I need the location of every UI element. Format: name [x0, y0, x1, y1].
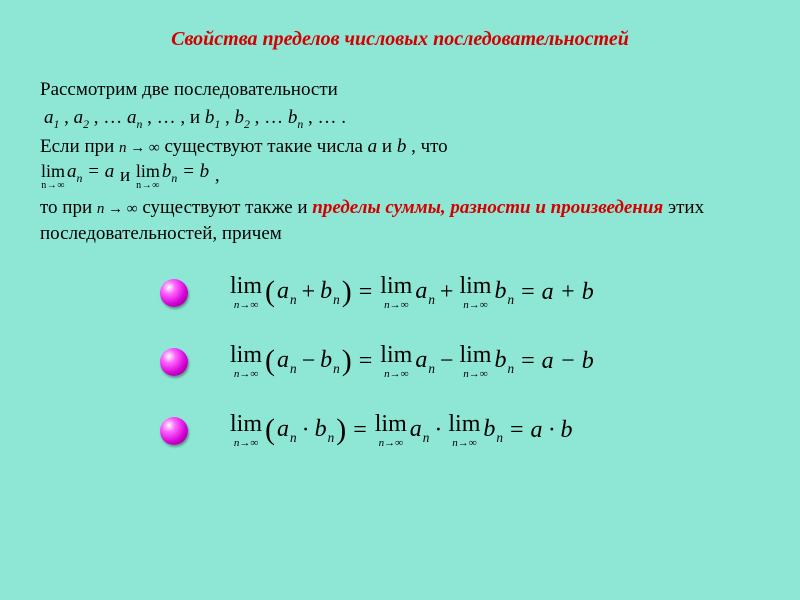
lim-an: limn→∞ an = a	[41, 162, 114, 191]
lim-bn: limn→∞ bn = b	[136, 162, 209, 191]
emphasis-text: пределы суммы, разности и произведения	[312, 197, 663, 218]
condition-line-1: Если при n → ∞ существуют такие числа a …	[40, 134, 760, 160]
formula-diff: limn→∞ (an−bn) = limn→∞ an − limn→∞ bn =…	[160, 343, 760, 380]
condition-line-2: limn→∞ an = a и limn→∞ bn = b ,	[40, 162, 760, 191]
n-to-inf: n → ∞	[119, 140, 160, 156]
a1: a1	[44, 107, 59, 128]
bullet-sphere-icon	[160, 417, 188, 445]
bn: bn	[288, 107, 303, 128]
conclusion-line: то при n → ∞ существуют также и пределы …	[40, 195, 760, 246]
formula-sum: limn→∞ (an+bn) = limn→∞ an + limn→∞ bn =…	[160, 274, 760, 311]
b1: b1	[205, 107, 220, 128]
sequences-line: a1 , a2 , … an , … , и b1 , b2 , … bn , …	[40, 105, 760, 133]
slide-title: Свойства пределов числовых последователь…	[40, 28, 760, 51]
a2: a2	[74, 107, 89, 128]
an: an	[127, 107, 142, 128]
intro-line: Рассмотрим две последовательности	[40, 77, 760, 103]
sep: ,	[59, 107, 73, 128]
formula-prod: limn→∞ (an·bn) = limn→∞ an · limn→∞ bn =…	[160, 412, 760, 449]
b2: b2	[234, 107, 249, 128]
bullet-sphere-icon	[160, 348, 188, 376]
formulas-block: limn→∞ (an+bn) = limn→∞ an + limn→∞ bn =…	[40, 274, 760, 449]
n-to-inf-2: n → ∞	[97, 201, 138, 217]
slide: Свойства пределов числовых последователь…	[0, 0, 800, 501]
bullet-sphere-icon	[160, 279, 188, 307]
